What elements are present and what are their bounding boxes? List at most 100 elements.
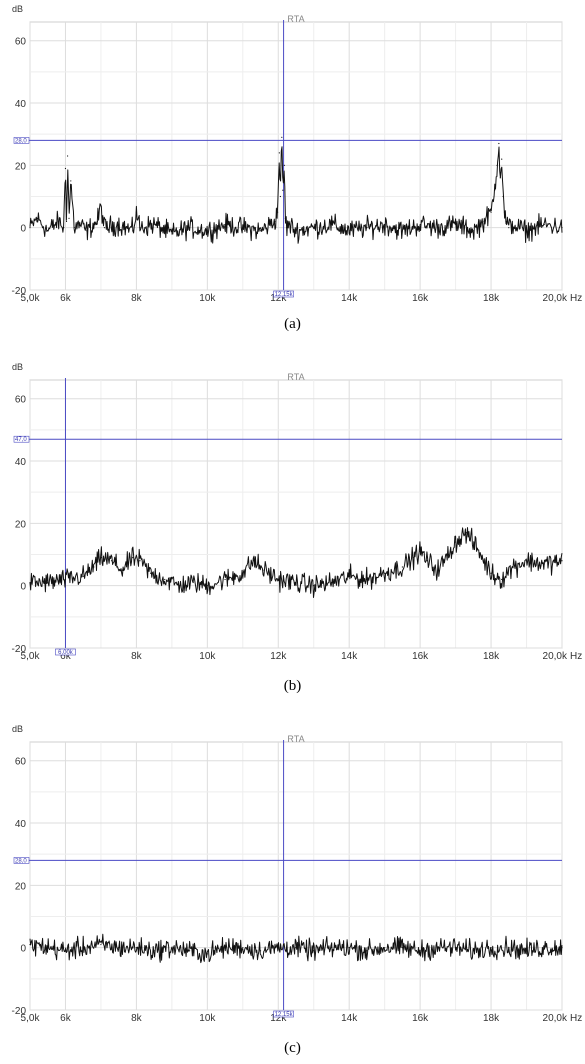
spectrum-point <box>543 223 545 226</box>
spectrum-point <box>313 227 315 229</box>
x-tick-label: 12k <box>270 651 287 662</box>
spectrum-point <box>29 943 31 946</box>
spectrum-trace <box>29 527 563 598</box>
spectrum-point <box>281 136 283 138</box>
spectrum-point <box>57 220 59 223</box>
spectrum-point <box>494 189 496 191</box>
cursor-x-readout-box <box>273 1010 294 1018</box>
rta-chart-c: 5,0k 6k 8k 10k 12k 14k 16k 18k 20,0k -20 0 20 40 60 dB… <box>12 724 583 1024</box>
spectrum-point <box>259 230 262 232</box>
spectrum-point <box>330 947 333 949</box>
spectrum-point <box>384 223 386 226</box>
x-tick-label: 14k <box>341 293 358 304</box>
spectrum-point <box>121 569 123 571</box>
x-tick-label: 20,0k <box>543 651 568 662</box>
spectrum-point <box>490 572 492 574</box>
spectrum-point <box>118 223 120 226</box>
x-tick-label: 14k <box>341 651 358 662</box>
spectrum-point <box>561 947 563 949</box>
cursor-x-readout: 12,15k <box>275 292 294 298</box>
spectrum-point <box>79 223 81 226</box>
spectrum-point <box>132 230 134 232</box>
spectrum-point <box>47 947 49 949</box>
rta-chart-a: 5,0k 6k 8k 10k 12k 14k 16k 18k 20,0k -20 0 20 40 60 dB… <box>12 4 583 304</box>
spectrum-point <box>543 563 545 565</box>
spectrum-point <box>508 227 510 229</box>
spectrum-point <box>135 211 137 213</box>
spectrum-point <box>132 557 134 559</box>
panel-c: 5,0k 6k 8k 10k 12k 14k 16k 18k 20,0k -20 0 20 40 60 dB… <box>0 720 585 1036</box>
spectrum-point <box>543 947 545 949</box>
spectrum-point <box>472 230 474 232</box>
panel-a: 5,0k 6k 8k 10k 12k 14k 16k 18k 20,0k -20 0 20 40 60 dB… <box>0 0 585 312</box>
spectrum-point <box>189 227 191 229</box>
spectrum-point <box>135 947 137 949</box>
spectrum-point <box>66 155 69 157</box>
spectrum-point <box>295 230 297 232</box>
spectrum-point <box>561 227 563 229</box>
spectrum-point <box>118 947 120 949</box>
y-unit-label: dB <box>12 724 23 734</box>
plot-area <box>29 379 563 649</box>
spectrum-point <box>139 227 141 229</box>
spectrum-point <box>384 947 386 949</box>
spectrum-point <box>412 557 414 559</box>
spectrum-point <box>277 578 279 581</box>
y-tick-label: -20 <box>12 644 27 655</box>
x-tick-label: 8k <box>131 1013 143 1024</box>
cursor-y-readout: 28,0 <box>15 858 27 864</box>
x-tick-label: 12k <box>270 293 287 304</box>
spectrum-point <box>437 569 439 571</box>
spectrum-point <box>82 575 84 577</box>
spectrum-point <box>153 223 155 226</box>
x-tick-label: 20,0k <box>543 293 568 304</box>
spectrum-point <box>206 230 208 232</box>
x-tick-label: 8k <box>131 293 143 304</box>
spectrum-point <box>153 950 155 952</box>
rta-label: RTA <box>287 734 304 744</box>
spectrum-point <box>96 220 98 223</box>
spectrum-point <box>206 585 208 587</box>
y-tick-label: -20 <box>12 1006 27 1017</box>
cursor-x-readout-box <box>55 648 76 656</box>
spectrum-point <box>401 230 403 232</box>
plot-area <box>29 21 563 291</box>
spectrum-point <box>47 581 49 584</box>
cursor-x-readout: 6,00k <box>58 650 74 656</box>
spectrum-point <box>499 177 501 179</box>
spectrum-point <box>65 220 68 223</box>
spectrum-point <box>178 585 180 587</box>
spectrum-point <box>279 195 281 198</box>
spectrum-point <box>278 152 280 154</box>
spectrum-point <box>252 560 255 562</box>
spectrum-point <box>525 950 528 952</box>
spectrum-point <box>476 547 478 549</box>
spectrum-point <box>366 950 368 952</box>
spectrum-point <box>259 950 262 952</box>
spectrum-point <box>501 578 503 581</box>
spectrum-point <box>110 560 113 562</box>
spectrum-point <box>224 947 226 949</box>
x-unit-label: Hz <box>570 651 582 662</box>
cursor-y-readout-box <box>13 137 30 144</box>
spectrum-point <box>242 227 244 229</box>
cursor-y-readout-box <box>13 435 30 443</box>
spectrum-point <box>502 195 504 198</box>
spectrum-point <box>401 947 403 949</box>
spectrum-point <box>525 560 528 562</box>
y-tick-label: 60 <box>15 37 27 48</box>
x-tick-label: 16k <box>412 651 429 662</box>
spectrum-point <box>419 223 421 226</box>
y-tick-label: 60 <box>15 395 27 406</box>
x-tick-label: 10k <box>199 1013 216 1024</box>
spectrum-point <box>465 532 467 534</box>
spectrum-point <box>242 572 244 574</box>
rta-label: RTA <box>287 372 304 382</box>
spectrum-point <box>483 220 485 223</box>
y-tick-label: 0 <box>20 582 26 593</box>
spectrum-point <box>100 205 102 207</box>
x-tick-label: 10k <box>199 651 216 662</box>
spectrum-point <box>426 560 428 562</box>
plot-area <box>29 741 563 1011</box>
spectrum-point <box>490 211 492 213</box>
